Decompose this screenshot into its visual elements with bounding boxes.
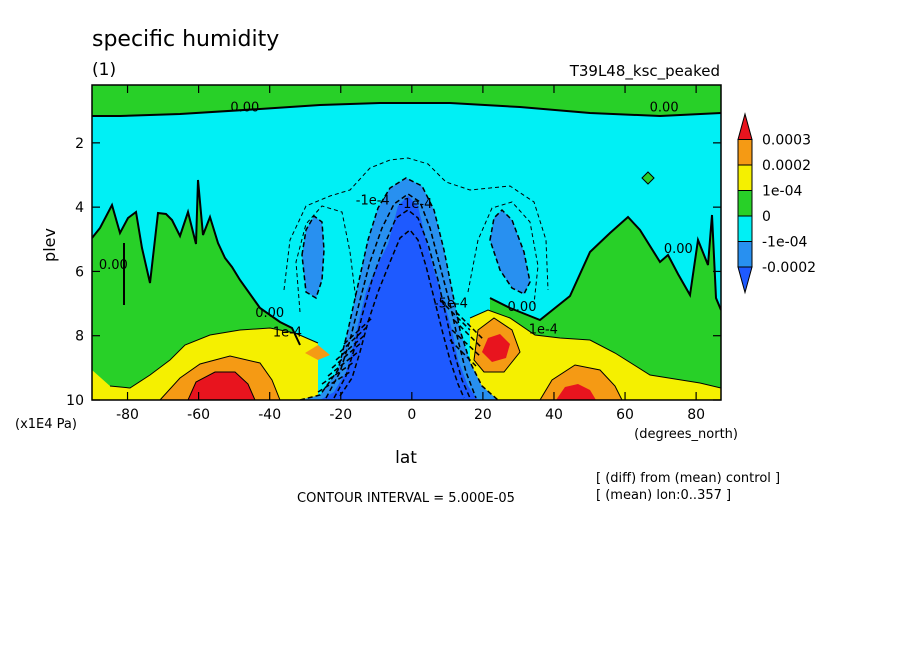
x-axis-units: (degrees_north)	[634, 427, 738, 442]
contour-inner-north	[473, 317, 623, 400]
contour-label-8: -1e-4	[356, 194, 390, 209]
contour-label-4: 0.00	[255, 306, 284, 321]
dataset-label: T39L48_ksc_peaked	[569, 62, 720, 81]
contour-neg-plume-4	[339, 228, 465, 399]
contour-label-1: 0.00	[650, 101, 679, 116]
contour-neg-lobe-south	[301, 214, 325, 300]
region-blue-center	[320, 196, 478, 400]
region-lightblue-south	[302, 216, 324, 298]
contour-zero-south	[92, 179, 301, 346]
y-tick-label-3: 8	[75, 329, 84, 345]
region-green	[92, 85, 721, 400]
x-tick-label-4: 0	[407, 407, 416, 423]
y-axis: 2 4 6 8 10	[66, 136, 721, 409]
note-line-1: [ (diff) from (mean) control ]	[596, 471, 780, 486]
colorbar-swatch-1	[737, 139, 753, 166]
x-tick-label-3: -20	[329, 407, 352, 423]
contour-label-10: -5e-4	[434, 297, 468, 312]
region-red-north	[482, 334, 596, 400]
colorbar-label-3: 0	[762, 209, 771, 225]
y-tick-label-1: 4	[75, 200, 84, 216]
contour-inner-south	[159, 355, 281, 400]
y-tick-label-4: 10	[66, 393, 84, 409]
colorbar: 0.0003 0.0002 1e-04 0 -1e-04 -0.0002	[737, 112, 816, 295]
x-tick-label-5: 20	[474, 407, 492, 423]
x-tick-label-8: 80	[687, 407, 705, 423]
contour-label-5: 1e-4	[273, 326, 302, 341]
contour-top-right-island	[641, 171, 655, 185]
colorbar-cap-bottom	[737, 266, 753, 295]
region-yellow-north	[470, 310, 721, 400]
region-lightblue-north	[490, 210, 530, 294]
contour-label-layer: 0.00 0.00 0.00 0.00 0.00 1e-4 0.00 1e-4 -1e-4 -1e…	[99, 101, 693, 341]
contour-zero-north	[489, 214, 721, 322]
x-tick-label-2: -40	[258, 407, 281, 423]
contour-neg-dashed-outer	[283, 157, 549, 291]
plot-area: 0.00 0.00 0.00 0.00 0.00 1e-4 0.00 1e-4 -1e-4 -1e…	[92, 85, 721, 400]
contour-neg-steep-south	[317, 317, 373, 393]
x-tick-label-6: 40	[545, 407, 563, 423]
colorbar-label-5: -0.0002	[762, 260, 816, 276]
y-axis-units: (x1E4 Pa)	[15, 417, 77, 432]
contour-label-2: 0.00	[99, 258, 128, 273]
contour-label-9: -1e-4	[398, 197, 432, 212]
contour-neg-steep-north	[439, 299, 485, 367]
chart-subtitle: (1)	[92, 60, 116, 80]
contour-label-0: 0.00	[230, 101, 259, 116]
contour-label-3: 0.00	[664, 242, 693, 257]
x-axis-label: lat	[395, 448, 417, 468]
colorbar-label-2: 1e-04	[762, 184, 802, 200]
colorbar-swatch-4	[737, 215, 753, 242]
colorbar-swatch-5	[737, 241, 753, 268]
colorbar-label-4: -1e-04	[762, 235, 808, 251]
x-tick-label-7: 60	[616, 407, 634, 423]
region-red-south	[188, 372, 255, 400]
colorbar-swatch-3	[737, 190, 753, 217]
contour-interval-text: CONTOUR INTERVAL = 5.000E-05	[297, 491, 515, 506]
colorbar-label-0: 0.0003	[762, 133, 811, 149]
colorbar-swatch-2	[737, 164, 753, 191]
y-tick-label-2: 6	[75, 264, 84, 280]
contour-lines	[92, 102, 721, 400]
chart-title: specific humidity	[92, 27, 279, 52]
colorbar-label-1: 0.0002	[762, 158, 811, 174]
contour-neg-lobe-north	[489, 208, 531, 296]
x-axis: -80 -60 -40 -20 0 20 40 60 80	[116, 85, 705, 423]
x-tick-label-0: -80	[116, 407, 139, 423]
contour-pos-south	[109, 327, 319, 389]
region-orange-north	[474, 318, 622, 400]
contour-neg-dashed-mid	[295, 201, 539, 313]
contour-neg-plume-3	[333, 209, 471, 399]
y-axis-label: plev	[40, 228, 59, 262]
contour-zero-top	[92, 102, 721, 118]
contour-neg-plume-1	[299, 177, 499, 400]
y-tick-label-0: 2	[75, 136, 84, 152]
colorbar-cap-top	[737, 112, 753, 140]
plot-frame	[91, 84, 722, 401]
note-line-2: [ (mean) lon:0..357 ]	[596, 488, 731, 503]
contour-label-7: 1e-4	[529, 322, 558, 337]
contour-label-6: 0.00	[508, 300, 537, 315]
contour-neg-plume-2	[325, 193, 477, 399]
x-tick-label-1: -60	[187, 407, 210, 423]
contour-pos-north	[469, 309, 721, 389]
